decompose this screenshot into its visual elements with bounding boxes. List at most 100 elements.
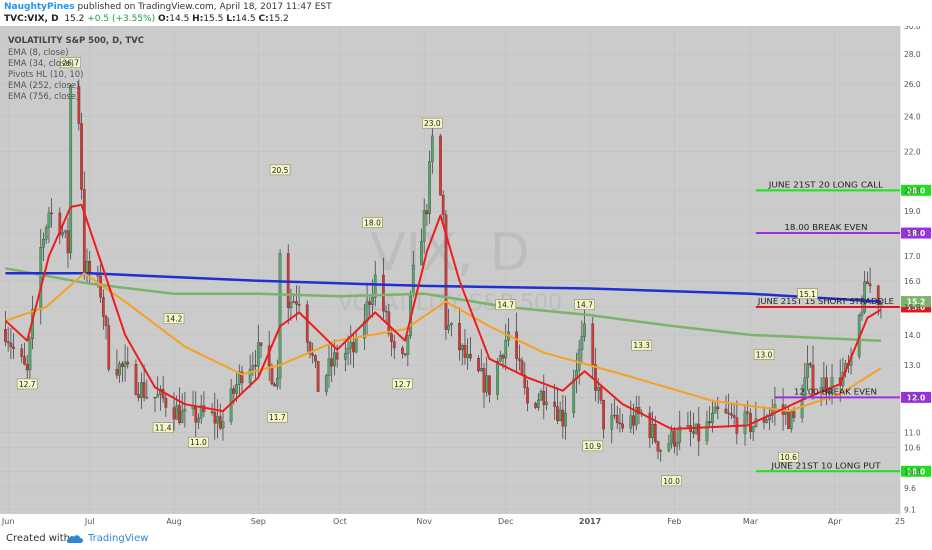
candle-body [145, 396, 149, 399]
candle-body [384, 310, 388, 313]
pivot-label: 14.7 [576, 301, 593, 310]
candle-body [634, 407, 638, 426]
candle-body [613, 414, 616, 417]
candle-body [235, 384, 238, 394]
candle-body [107, 325, 111, 370]
pivot-box [362, 217, 383, 228]
time-tick-label: Jul [84, 517, 95, 526]
price-tick-label: 11.0 [904, 429, 921, 438]
candle-body [632, 415, 635, 426]
candle-body [806, 363, 809, 378]
candle-body [316, 361, 320, 393]
ema-lines [4, 203, 882, 430]
pivot-box [392, 378, 413, 390]
legend-ema8: EMA (8, close) [8, 48, 69, 58]
level-price-tag [901, 184, 931, 196]
candle-body [289, 301, 293, 309]
candle-body [237, 371, 241, 385]
pivot-label: 23.0 [424, 119, 441, 128]
price-axis[interactable]: 30.0 28.0 26.0 24.0 22.0 20.0 19.0 18.0 17.0 16.0… [904, 22, 921, 515]
pivot-box [60, 57, 81, 69]
pivot-label: 13.3 [633, 341, 650, 350]
candle-body [333, 352, 336, 367]
candle-body [194, 405, 198, 423]
candle-body [542, 390, 546, 406]
candle-body [602, 400, 605, 430]
legend: VOLATILITY S&P 500, D, TVC EMA (8, close… [8, 36, 144, 102]
candle-body [256, 342, 260, 367]
candle-body [577, 349, 581, 371]
candle-body [216, 416, 219, 424]
candle-body [295, 301, 298, 305]
candle-body [371, 297, 374, 305]
price-tick-label: 13.0 [904, 361, 921, 370]
candle-body [123, 361, 127, 368]
price-tick-label: 9.1 [904, 506, 916, 515]
candle-body [420, 240, 423, 266]
candle-body [580, 336, 584, 351]
time-axis-bg [0, 514, 932, 528]
candle-body [422, 210, 426, 242]
time-tick-label: Dec [498, 517, 513, 526]
time-tick-label: Apr [828, 517, 843, 526]
candle-body [99, 276, 102, 298]
candle-body [248, 368, 252, 384]
price-tick-label: 12.0 [904, 393, 921, 402]
candle-body [346, 348, 350, 354]
price-tick-label: 20.0 [904, 186, 921, 195]
high-value: 15.5 [203, 14, 224, 24]
candle-body [42, 239, 45, 248]
candle-body [411, 264, 415, 294]
low-value: 14.5 [235, 14, 256, 24]
time-axis[interactable]: Jun Jul Aug Sep Oct Nov Dec 2017 Feb Mar Apr 25 [1, 517, 905, 526]
candle-body [825, 377, 828, 393]
candles [4, 79, 883, 462]
candle-body [275, 378, 279, 387]
candle-body [20, 348, 24, 357]
pivot-box [631, 339, 652, 351]
pivot-box [797, 288, 818, 300]
candle-body [545, 401, 548, 406]
pivot-label: 14.7 [497, 301, 514, 310]
candle-body [876, 285, 880, 306]
tradingview-cloud-icon [66, 535, 83, 543]
price-change: +0.5 (+3.55%) [87, 14, 156, 24]
candle-body [751, 426, 755, 432]
legend-ema756: EMA (756, close) [8, 92, 79, 102]
candle-body [520, 360, 524, 376]
candle-body [164, 398, 168, 408]
candle-body [121, 363, 124, 368]
price-tick-label: 28.0 [904, 50, 921, 59]
tradingview-logo-text[interactable]: TradingView [88, 533, 149, 544]
candle-body [610, 415, 614, 430]
candle-body [392, 341, 396, 349]
level-price-text: 20.0 [907, 186, 926, 195]
ohlc-line: TVC:VIX, D 15.2 +0.5 (+3.55%) O:14.5 H:1… [4, 13, 289, 26]
candle-body [115, 369, 119, 376]
candle-body [485, 375, 489, 393]
pivot-box [495, 299, 517, 310]
pivot-label: 11.4 [155, 424, 172, 433]
candle-body [618, 422, 622, 425]
candle-body [382, 274, 385, 312]
candle-body [368, 301, 372, 305]
candle-body [343, 353, 347, 360]
pivot-box [267, 411, 288, 423]
candle-body [469, 353, 472, 359]
pivot-label: 11.7 [269, 413, 286, 422]
high-label: H: [192, 14, 204, 24]
candle-body [58, 212, 62, 236]
candle-body [800, 399, 804, 418]
candle-body [251, 365, 255, 370]
candle-body [504, 340, 508, 359]
candle-body [463, 345, 467, 358]
publish-line: NaughtyPines published on TradingView.co… [4, 1, 332, 14]
level-price-text: 15.0 [907, 303, 926, 312]
candle-body [134, 364, 138, 395]
candle-body [746, 411, 750, 414]
candle-body [444, 214, 448, 330]
candle-body [558, 409, 562, 422]
candle-body [9, 342, 13, 348]
author-link[interactable]: NaughtyPines [4, 2, 75, 12]
